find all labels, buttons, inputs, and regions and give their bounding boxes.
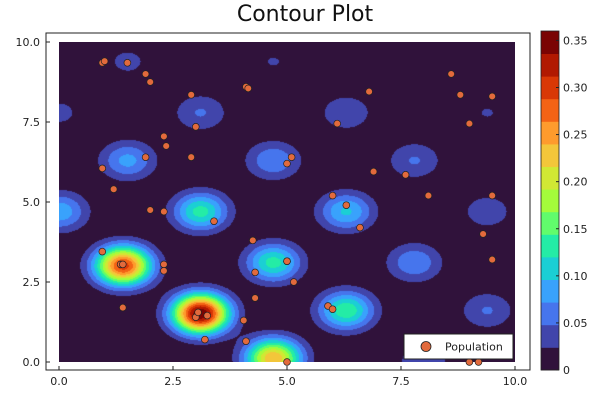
population-point bbox=[109, 185, 118, 193]
population-point bbox=[141, 153, 150, 161]
colorbar-segment bbox=[541, 211, 559, 235]
population-point bbox=[465, 358, 474, 366]
colorbar: 0 0.05 0.10 0.15 0.20 0.25 0.30 0.35 bbox=[540, 30, 588, 377]
colorbar-segment bbox=[541, 234, 559, 258]
colorbar-segment bbox=[541, 324, 559, 348]
chart-title: Contour Plot bbox=[237, 2, 374, 27]
population-point bbox=[162, 142, 170, 150]
colorbar-tick-label: 0.15 bbox=[563, 223, 588, 236]
y-tick-label: 7.5 bbox=[23, 116, 41, 129]
x-tick-label: 7.5 bbox=[392, 375, 410, 388]
population-point bbox=[98, 164, 107, 173]
population-point bbox=[465, 119, 474, 128]
population-point bbox=[203, 311, 211, 320]
population-point bbox=[146, 78, 154, 86]
population-point bbox=[160, 207, 168, 216]
population-point bbox=[210, 217, 218, 225]
population-point bbox=[283, 358, 291, 366]
y-tick-label: 2.5 bbox=[23, 276, 41, 289]
colorbar-tick-label: 0.20 bbox=[563, 176, 588, 189]
y-tick-label: 0.0 bbox=[23, 356, 41, 369]
legend-label: Population bbox=[445, 341, 503, 354]
colorbar-segment bbox=[541, 347, 559, 371]
colorbar-segment bbox=[541, 166, 559, 190]
population-point bbox=[242, 337, 250, 345]
colorbar-segment bbox=[541, 53, 559, 77]
population-point bbox=[290, 278, 298, 286]
colorbar-tick-label: 0.30 bbox=[563, 82, 588, 95]
x-tick-label: 0.0 bbox=[50, 375, 68, 388]
population-point bbox=[194, 308, 202, 317]
x-tick-label: 10.0 bbox=[503, 375, 528, 388]
population-point bbox=[98, 247, 107, 256]
population-point bbox=[100, 57, 109, 65]
population-point bbox=[365, 87, 373, 96]
population-point bbox=[488, 255, 496, 264]
x-axis: 0.0 2.5 5.0 7.5 10.0 bbox=[50, 366, 527, 388]
contour-field bbox=[59, 42, 515, 362]
population-point bbox=[192, 123, 200, 131]
population-point bbox=[401, 171, 410, 179]
population-point bbox=[119, 260, 127, 269]
y-tick-label: 10.0 bbox=[16, 36, 41, 49]
population-point bbox=[287, 153, 296, 161]
population-point bbox=[187, 153, 195, 161]
population-point bbox=[283, 257, 291, 265]
population-point bbox=[160, 260, 168, 269]
population-point bbox=[456, 91, 465, 99]
population-point bbox=[424, 191, 433, 200]
population-point bbox=[244, 84, 252, 93]
population-point bbox=[187, 91, 195, 99]
population-point bbox=[141, 70, 150, 78]
population-point bbox=[488, 191, 496, 200]
population-point bbox=[239, 316, 248, 325]
population-point bbox=[123, 59, 132, 67]
y-tick-label: 5.0 bbox=[23, 196, 41, 209]
population-point bbox=[447, 70, 455, 78]
population-point bbox=[328, 305, 337, 313]
colorbar-segment bbox=[541, 98, 559, 122]
colorbar-tick-label: 0 bbox=[563, 364, 570, 377]
x-tick-label: 2.5 bbox=[164, 375, 182, 388]
population-point bbox=[251, 268, 259, 277]
colorbar-segment bbox=[541, 257, 559, 280]
x-tick-label: 5.0 bbox=[278, 375, 296, 388]
colorbar-segment bbox=[541, 144, 559, 167]
population-point bbox=[342, 201, 351, 209]
population-point bbox=[488, 92, 496, 101]
population-point bbox=[119, 303, 127, 312]
colorbar-frame bbox=[540, 30, 560, 371]
population-point bbox=[283, 159, 291, 168]
legend-marker bbox=[420, 341, 432, 352]
colorbar-segment bbox=[541, 279, 559, 303]
population-point bbox=[249, 236, 257, 245]
y-axis: 0.0 2.5 5.0 7.5 10.0 bbox=[16, 36, 50, 369]
colorbar-tick-label: 0.25 bbox=[563, 129, 588, 142]
population-point bbox=[333, 119, 341, 128]
colorbar-segment bbox=[541, 76, 559, 100]
population-point bbox=[474, 358, 483, 366]
population-point bbox=[146, 206, 154, 214]
population-point bbox=[369, 167, 378, 176]
population-point bbox=[356, 223, 364, 232]
plot-area bbox=[45, 32, 531, 371]
colorbar-tick-label: 0.05 bbox=[563, 317, 588, 330]
population-point bbox=[328, 191, 337, 200]
colorbar-segment bbox=[541, 31, 559, 54]
colorbar-tick-label: 0.10 bbox=[563, 270, 588, 283]
population-point bbox=[201, 335, 209, 344]
legend: Population bbox=[403, 333, 514, 360]
colorbar-segment bbox=[541, 302, 559, 326]
colorbar-segment bbox=[541, 121, 559, 145]
colorbar-tick-label: 0.35 bbox=[563, 34, 588, 47]
population-point bbox=[160, 132, 168, 141]
population-point bbox=[479, 230, 487, 238]
population-point bbox=[251, 294, 259, 302]
colorbar-segment bbox=[541, 189, 559, 213]
population-point bbox=[160, 267, 168, 275]
